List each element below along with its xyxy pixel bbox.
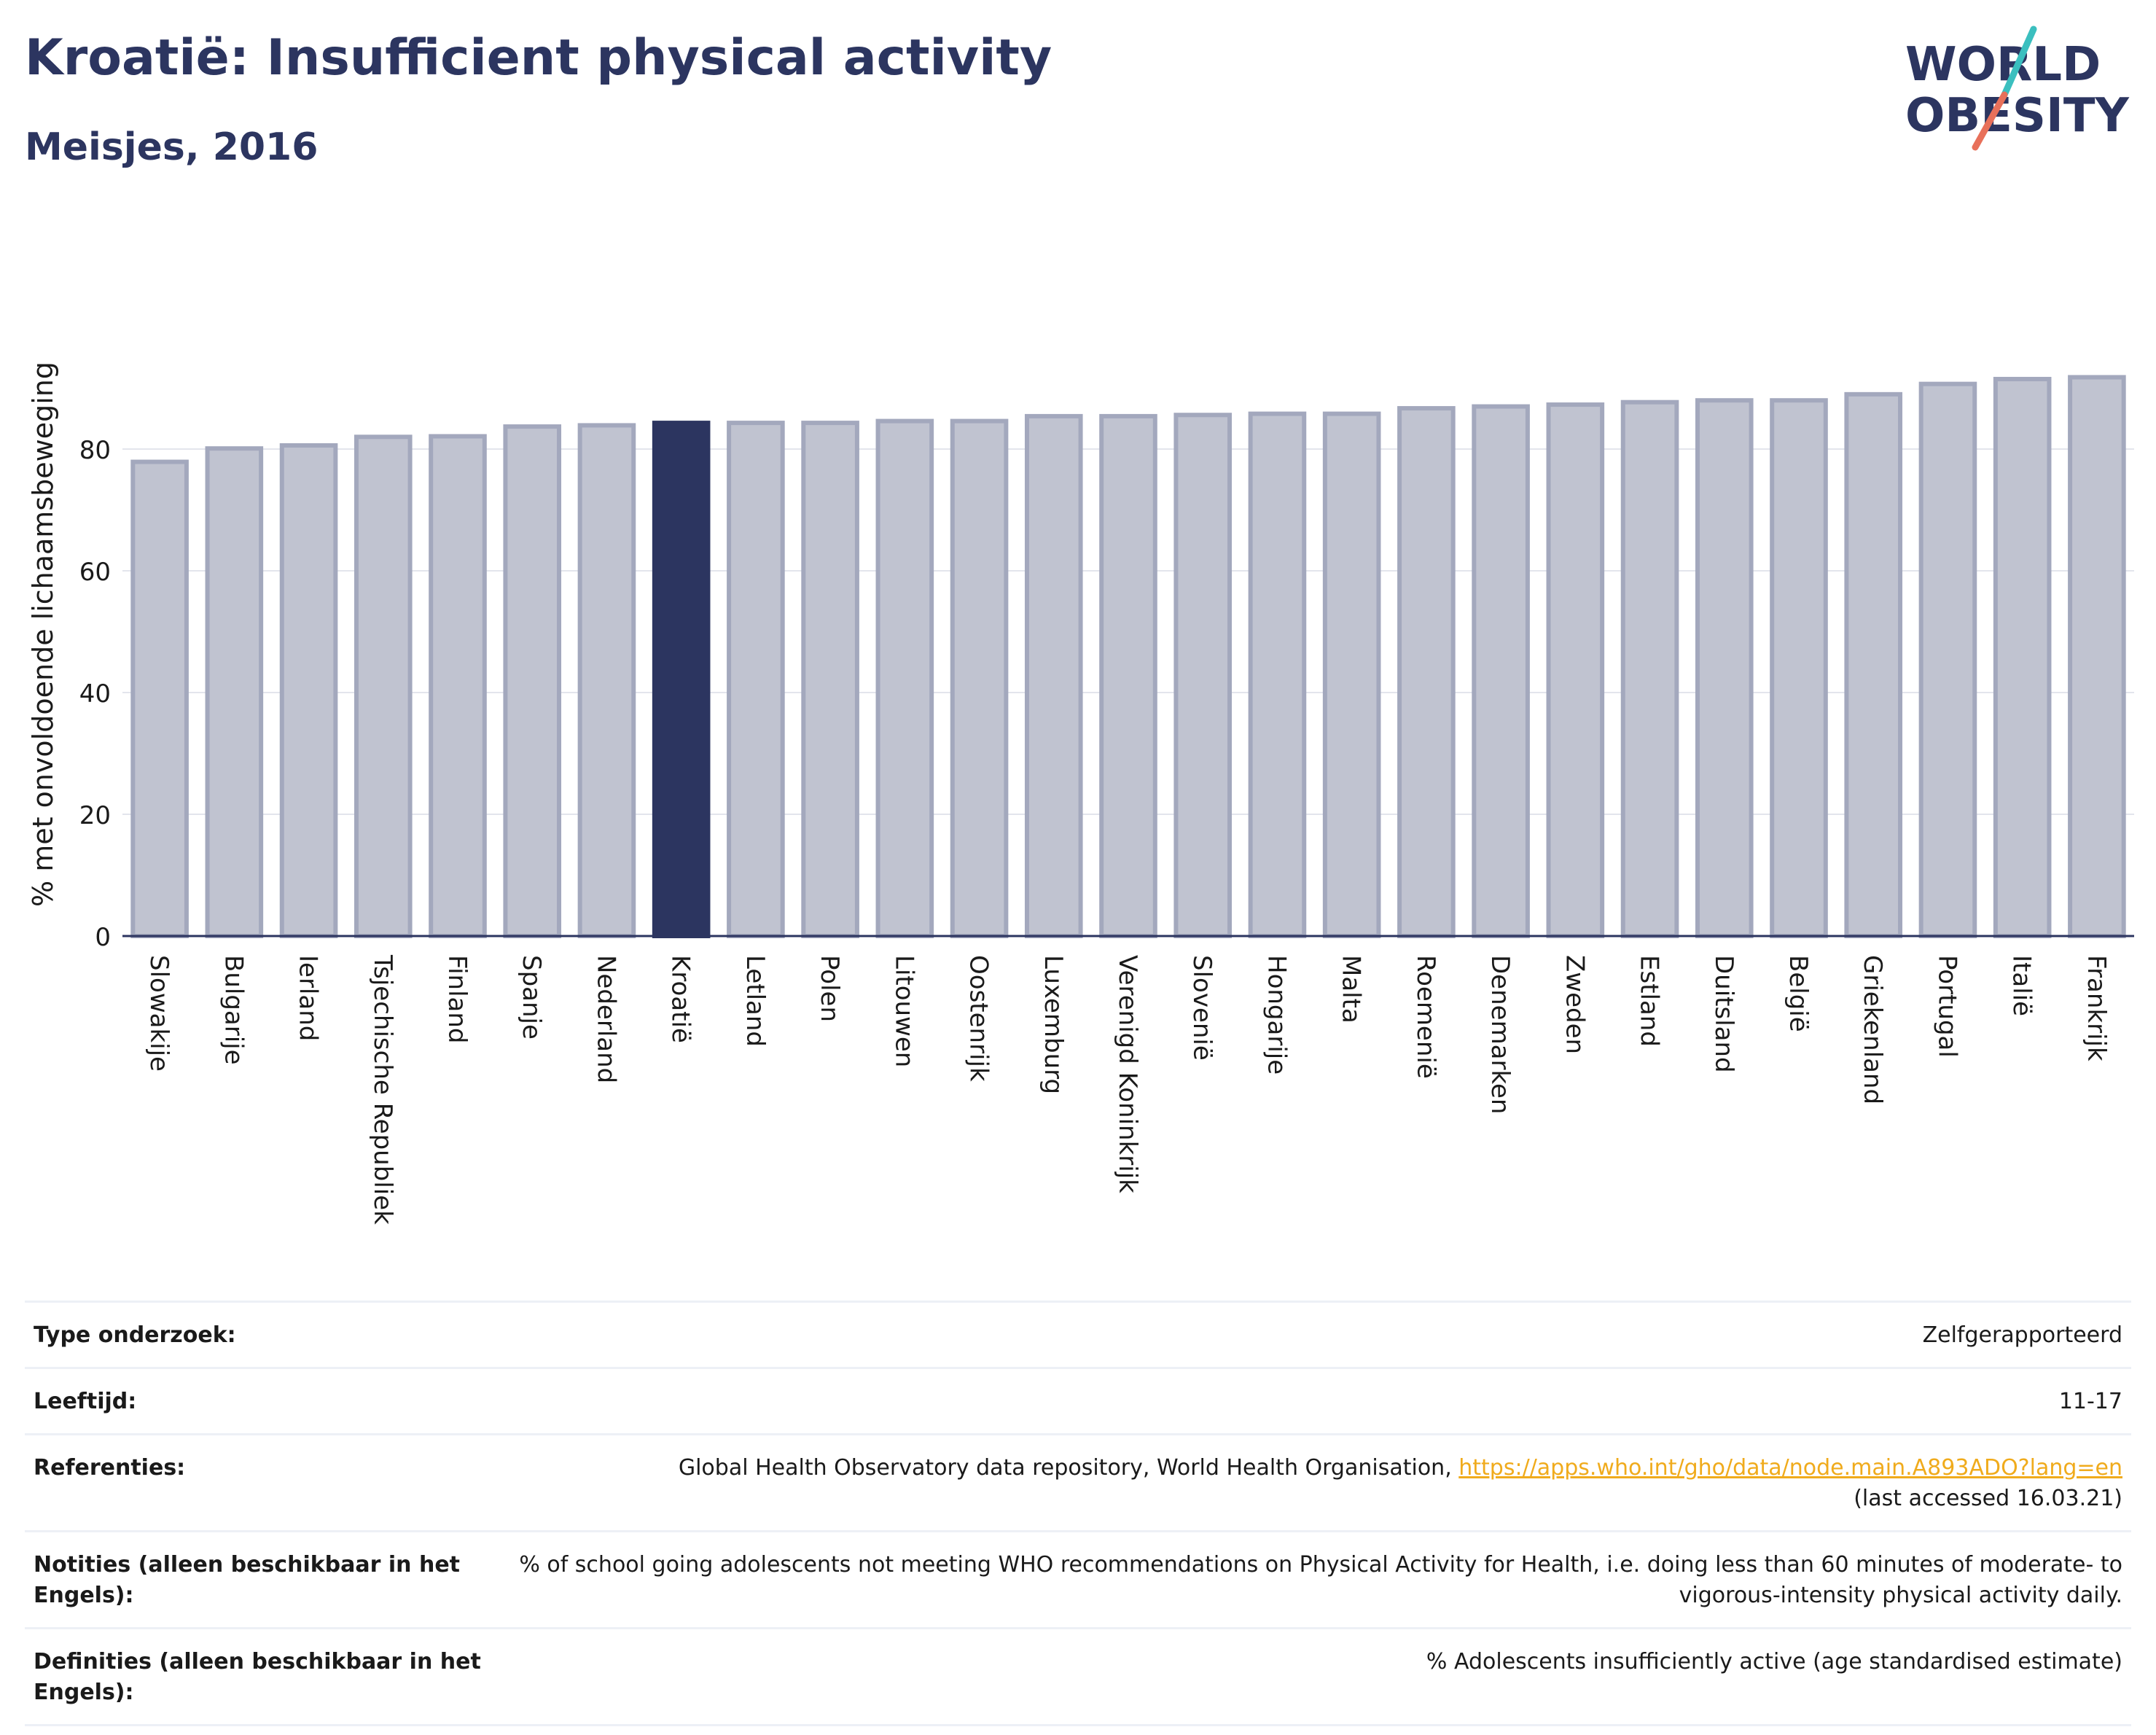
bar-belgië[interactable] bbox=[1770, 398, 1828, 938]
reference-link[interactable]: https://apps.who.int/gho/data/node.main.… bbox=[1458, 1455, 2122, 1481]
x-tick-label: Tsjechische Republiek bbox=[368, 954, 397, 1225]
info-value: 11-17 bbox=[2058, 1389, 2122, 1414]
x-tick-label: Finland bbox=[442, 955, 472, 1044]
x-tick-label: Nederland bbox=[591, 955, 620, 1083]
info-label: Referenties: bbox=[34, 1455, 186, 1481]
x-tick-label: Litouwen bbox=[889, 955, 918, 1067]
bar-zweden[interactable] bbox=[1546, 402, 1605, 938]
reference-accessed: (last accessed 16.03.21) bbox=[1854, 1486, 2122, 1511]
bar-finland[interactable] bbox=[429, 434, 487, 938]
x-tick-label: Bulgarije bbox=[219, 955, 248, 1065]
x-tick-label: Spanje bbox=[517, 955, 546, 1040]
y-tick-label: 40 bbox=[79, 679, 111, 709]
bar-italië[interactable] bbox=[1993, 376, 2052, 938]
bar-spanje[interactable] bbox=[503, 424, 562, 938]
bar-hongarije[interactable] bbox=[1248, 411, 1307, 938]
x-tick-label: Duitsland bbox=[1709, 955, 1738, 1073]
bar-bulgarije[interactable] bbox=[205, 446, 264, 938]
info-value: Global Health Observatory data repositor… bbox=[509, 1435, 2131, 1532]
x-tick-label: Roemenië bbox=[1411, 955, 1440, 1079]
world-obesity-logo: WORLD OBESITY bbox=[1905, 26, 2129, 151]
y-tick-label: 0 bbox=[95, 923, 111, 952]
info-row-notes: Notities (alleen beschikbaar in het Enge… bbox=[25, 1531, 2131, 1629]
x-tick-label: Malta bbox=[1337, 955, 1366, 1024]
info-value: % of school going adolescents not meetin… bbox=[519, 1552, 2122, 1608]
bar-frankrijk[interactable] bbox=[2068, 375, 2126, 938]
logo-slash-coral bbox=[1972, 91, 2008, 151]
x-tick-label: Verenigd Koninkrijk bbox=[1113, 955, 1142, 1193]
x-tick-label: Portugal bbox=[1932, 955, 1961, 1058]
info-row-survey-type: Type onderzoek: Zelfgerapporteerd bbox=[25, 1301, 2131, 1368]
logo-slash-teal bbox=[2001, 26, 2037, 98]
x-tick-label: Polen bbox=[815, 955, 844, 1022]
bar-denemarken[interactable] bbox=[1472, 404, 1530, 938]
x-tick-label: Luxemburg bbox=[1039, 955, 1068, 1094]
chart-subtitle: Meisjes, 2016 bbox=[25, 125, 319, 169]
logo-text-world: WORLD bbox=[1905, 38, 2101, 92]
bar-oostenrijk[interactable] bbox=[950, 418, 1009, 938]
info-row-references: Referenties: Global Health Observatory d… bbox=[25, 1434, 2131, 1532]
x-tick-label: Slovenië bbox=[1187, 955, 1216, 1061]
x-tick-label: Denemarken bbox=[1485, 955, 1515, 1114]
info-value: % Adolescents insufficiently active (age… bbox=[1426, 1649, 2122, 1674]
info-label: Definities (alleen beschikbaar in het En… bbox=[34, 1649, 481, 1705]
info-row-definitions: Definities (alleen beschikbaar in het En… bbox=[25, 1628, 2131, 1726]
bar-tsjechische-republiek[interactable] bbox=[354, 434, 413, 938]
y-tick-label: 60 bbox=[79, 558, 111, 587]
x-tick-label: Letland bbox=[741, 955, 770, 1047]
bar-litouwen[interactable] bbox=[875, 418, 934, 938]
x-tick-label: Ierland bbox=[294, 955, 323, 1041]
info-label: Type onderzoek: bbox=[34, 1322, 236, 1348]
bar-chart: 0 20 40 60 80 Slowakije Bulgarije Ierland Tsjech… bbox=[27, 362, 2134, 1225]
bars bbox=[130, 375, 2126, 938]
bar-estland[interactable] bbox=[1620, 399, 1679, 938]
bar-portugal[interactable] bbox=[1918, 381, 1977, 938]
bar-luxemburg[interactable] bbox=[1024, 413, 1083, 938]
info-value: Zelfgerapporteerd bbox=[1922, 1322, 2122, 1348]
y-axis-label: % met onvoldoende lichaamsbeweging bbox=[27, 362, 59, 907]
x-tick-label: Hongarije bbox=[1262, 955, 1291, 1075]
bar-duitsland[interactable] bbox=[1695, 398, 1754, 938]
x-tick-label: Estland bbox=[1635, 955, 1664, 1047]
bar-nederland[interactable] bbox=[577, 423, 636, 938]
bar-letland[interactable] bbox=[727, 421, 785, 938]
info-row-age: Leeftijd: 11-17 bbox=[25, 1368, 2131, 1435]
bar-ierland[interactable] bbox=[279, 442, 338, 938]
bar-slowakije[interactable] bbox=[130, 459, 189, 938]
y-tick-label: 20 bbox=[79, 801, 111, 830]
logo-text-obesity: OBESITY bbox=[1905, 89, 2129, 143]
y-tick-label: 80 bbox=[79, 436, 111, 465]
x-tick-label: Kroatië bbox=[666, 955, 695, 1043]
info-label: Notities (alleen beschikbaar in het Enge… bbox=[34, 1552, 461, 1608]
chart-title: Kroatië: Insufficient physical activity bbox=[25, 29, 1052, 87]
info-label: Leeftijd: bbox=[34, 1389, 137, 1414]
bar-griekenland[interactable] bbox=[1844, 391, 1903, 938]
x-tick-label: Slowakije bbox=[144, 955, 173, 1072]
bar-roemenië[interactable] bbox=[1397, 406, 1456, 938]
bar-slovenië[interactable] bbox=[1173, 413, 1233, 938]
x-tick-label: Griekenland bbox=[1858, 955, 1887, 1104]
bar-polen[interactable] bbox=[801, 421, 859, 938]
axes: 0 20 40 60 80 Slowakije Bulgarije Ierland Tsjech… bbox=[79, 436, 2134, 1225]
x-tick-label: Frankrijk bbox=[2082, 955, 2111, 1061]
x-tick-label: Oostenrijk bbox=[964, 955, 993, 1082]
bar-malta[interactable] bbox=[1322, 411, 1381, 938]
x-tick-label: Zweden bbox=[1560, 955, 1589, 1054]
reference-text: Global Health Observatory data repositor… bbox=[678, 1455, 1459, 1481]
bar-kroatië[interactable] bbox=[652, 421, 711, 938]
bar-verenigd-koninkrijk[interactable] bbox=[1099, 413, 1157, 938]
x-tick-label: Italië bbox=[2007, 955, 2036, 1016]
info-table: Type onderzoek: Zelfgerapporteerd Leefti… bbox=[25, 1301, 2131, 1726]
x-tick-label: België bbox=[1784, 955, 1813, 1032]
